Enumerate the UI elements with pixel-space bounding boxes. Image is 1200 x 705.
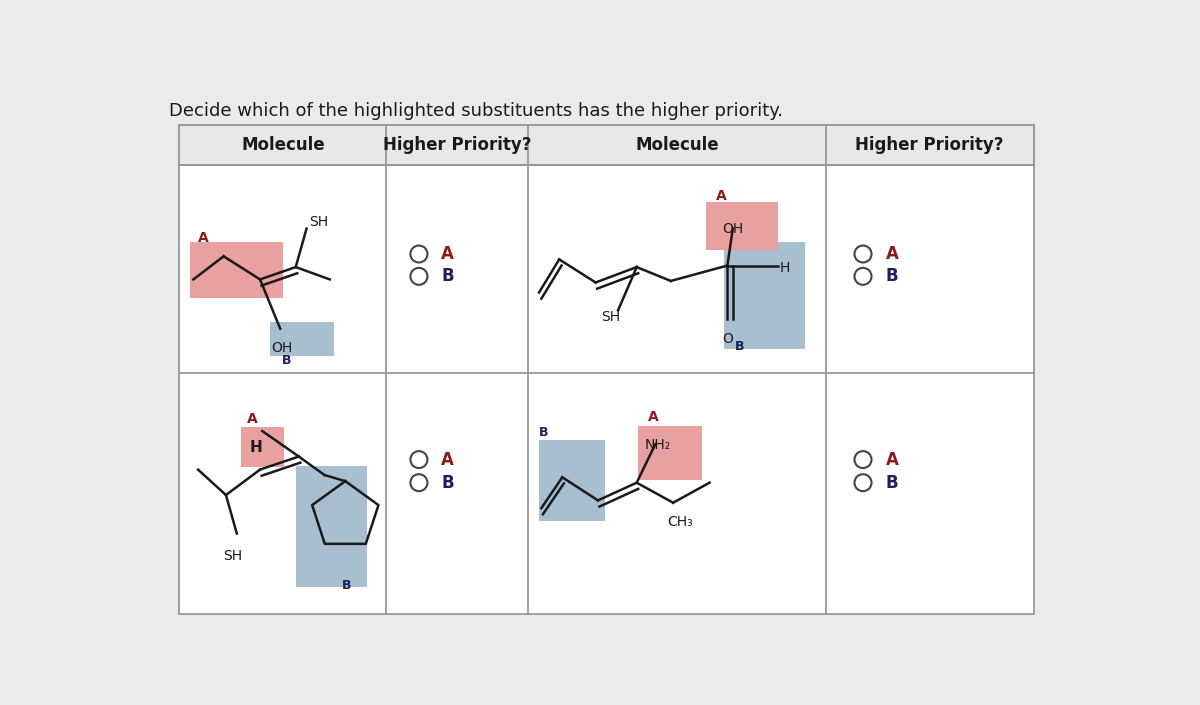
Text: A: A [715, 189, 726, 203]
Text: A: A [886, 245, 899, 263]
Bar [180, 125, 1033, 613]
Text: NH₂: NH₂ [644, 438, 671, 452]
Text: B: B [736, 341, 745, 353]
Text: B: B [282, 354, 292, 367]
Bar [638, 426, 702, 479]
Text: Molecule: Molecule [635, 137, 719, 154]
Text: A: A [442, 245, 455, 263]
Text: Higher Priority?: Higher Priority? [383, 137, 532, 154]
Text: CH₃: CH₃ [667, 515, 694, 529]
Text: Higher Priority?: Higher Priority? [856, 137, 1004, 154]
Bar [707, 202, 778, 250]
Text: B: B [342, 579, 352, 592]
Text: A: A [886, 450, 899, 469]
Bar [270, 321, 334, 357]
Text: H: H [250, 440, 262, 455]
Text: B: B [886, 474, 898, 491]
Bar [724, 243, 805, 349]
Text: H: H [779, 261, 790, 275]
Bar [539, 441, 605, 521]
Text: OH: OH [271, 341, 293, 355]
Text: A: A [198, 231, 209, 245]
Text: B: B [442, 474, 454, 491]
Text: SH: SH [308, 214, 328, 228]
Text: A: A [442, 450, 455, 469]
Text: B: B [539, 427, 548, 439]
Text: A: A [247, 412, 258, 427]
Text: A: A [648, 410, 659, 424]
Bar [180, 125, 1033, 166]
Text: B: B [886, 267, 898, 286]
Bar [191, 243, 283, 298]
Text: Molecule: Molecule [241, 137, 325, 154]
Text: SH: SH [601, 310, 620, 324]
Text: Decide which of the highlighted substituents has the higher priority.: Decide which of the highlighted substitu… [169, 102, 784, 121]
Text: SH: SH [223, 548, 242, 563]
Bar [241, 427, 284, 467]
Text: B: B [442, 267, 454, 286]
Text: OH: OH [722, 222, 743, 236]
Text: O: O [722, 331, 733, 345]
Bar [295, 466, 367, 587]
